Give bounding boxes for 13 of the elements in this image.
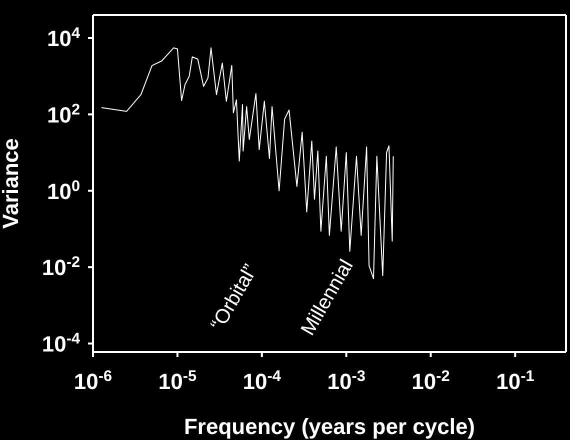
x-tick-label: 10$^{-2}$	[412, 368, 450, 394]
x-tick-label: 10$^{-1}$	[496, 368, 535, 394]
y-tick-label: 10$^{-2}$	[42, 254, 80, 280]
y-tick-label: 10$^{4}$	[46, 24, 80, 51]
x-axis-title: Frequency (years per cycle)	[184, 414, 476, 439]
x-tick-label: 10$^{-4}$	[242, 368, 282, 394]
x-tick-label: 10$^{-5}$	[158, 368, 197, 394]
y-tick-label: 10$^{2}$	[46, 100, 80, 128]
x-tick-label: 10$^{-6}$	[74, 368, 112, 394]
y-tick-label: 10$^{0}$	[46, 177, 80, 204]
x-tick-label: 10$^{-3}$	[327, 368, 366, 394]
y-tick-label: 10$^{-4}$	[42, 330, 80, 357]
y-axis-title: Variance	[0, 138, 23, 229]
